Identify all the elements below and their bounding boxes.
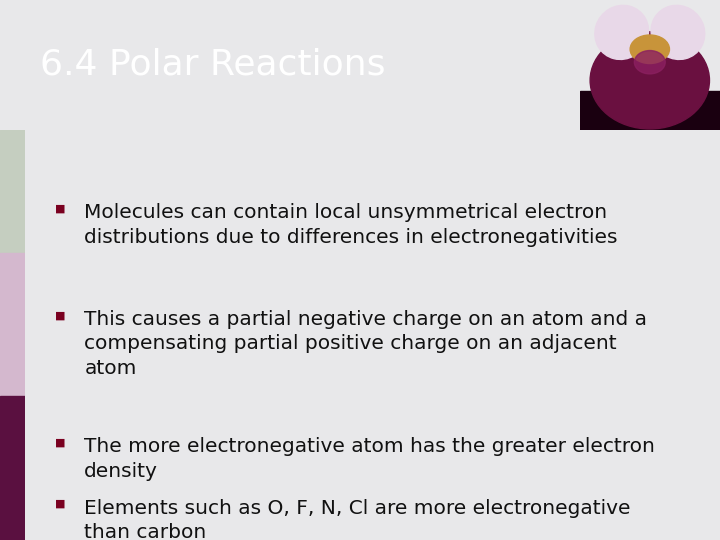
- Text: Molecules can contain local unsymmetrical electron
distributions due to differen: Molecules can contain local unsymmetrica…: [84, 204, 618, 247]
- Polygon shape: [580, 91, 720, 130]
- Ellipse shape: [651, 5, 705, 59]
- Text: ■: ■: [55, 499, 66, 509]
- Ellipse shape: [595, 5, 649, 59]
- Polygon shape: [0, 253, 25, 396]
- Text: The more electronegative atom has the greater electron
density: The more electronegative atom has the gr…: [84, 437, 655, 481]
- Text: ■: ■: [55, 310, 66, 320]
- Text: ■: ■: [55, 204, 66, 213]
- Polygon shape: [0, 396, 25, 540]
- Text: ■: ■: [55, 437, 66, 448]
- Text: Elements such as O, F, N, Cl are more electronegative
than carbon: Elements such as O, F, N, Cl are more el…: [84, 499, 631, 540]
- Ellipse shape: [590, 32, 709, 129]
- Ellipse shape: [630, 35, 670, 64]
- Polygon shape: [0, 130, 25, 253]
- Ellipse shape: [634, 51, 665, 74]
- Text: 6.4 Polar Reactions: 6.4 Polar Reactions: [40, 48, 385, 82]
- Text: This causes a partial negative charge on an atom and a
compensating partial posi: This causes a partial negative charge on…: [84, 310, 647, 377]
